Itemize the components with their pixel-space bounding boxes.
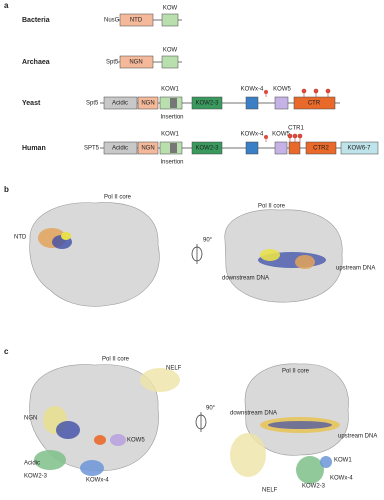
annotation: KOW2-3: [302, 484, 326, 490]
annotation: KOWx-4: [86, 478, 109, 484]
organism: Human: [22, 145, 46, 152]
protein: Spt5: [106, 60, 119, 66]
annotation: Acidic: [24, 461, 40, 467]
panel-label: a: [4, 1, 9, 10]
structure-right: Pol II core downstream DNA upstream DNA: [222, 204, 375, 303]
annotation: Pol II core: [102, 357, 130, 363]
insertion-label: Insertion: [160, 160, 183, 166]
domain: KOW5: [273, 87, 291, 93]
domain: NTD: [130, 18, 143, 24]
domain: KOWx-4: [241, 87, 264, 93]
domain: KOW1: [161, 87, 179, 93]
domain: KOW: [163, 6, 178, 12]
rotation-icon: 90°: [195, 406, 216, 432]
yeast-row: Yeast Spt5 Acidic NGN KOW1 Insertion KOW…: [22, 87, 340, 121]
domain: KOW5: [272, 132, 290, 138]
rotation-label: 90°: [206, 406, 216, 412]
annotation: KOWx-4: [330, 476, 353, 482]
annotation: KOW1: [334, 458, 352, 464]
annotation: upstream DNA: [338, 434, 377, 440]
organism: Yeast: [22, 100, 41, 107]
annotation: downstream DNA: [222, 276, 269, 282]
domain: CTR1: [288, 126, 304, 132]
domain: NGN: [141, 101, 154, 107]
organism: Bacteria: [22, 17, 50, 24]
domain: NGN: [141, 146, 154, 152]
annotation: NELF: [262, 488, 278, 494]
rotation-label: 90°: [203, 238, 213, 244]
annotation: KOW5: [127, 438, 145, 444]
domain: KOW1: [161, 132, 179, 138]
annotation: Pol II core: [104, 195, 132, 201]
annotation: KOW2-3: [24, 474, 48, 480]
protein: Spt5: [86, 101, 99, 107]
protein: NusG: [104, 18, 120, 24]
annotation: NELF: [166, 366, 182, 372]
annotation: NGN: [24, 416, 37, 422]
domain: KOWx-4: [241, 132, 264, 138]
structure-left: Pol II core NELF NGN Acidic KOW2-3 KOWx-…: [24, 357, 182, 484]
domain: KOW: [163, 48, 178, 54]
rotation-icon: 90°: [191, 238, 213, 264]
domain: Acidic: [112, 146, 128, 152]
domain: NGN: [129, 60, 142, 66]
annotation: downstream DNA: [230, 411, 277, 417]
domain: KOW6-7: [347, 146, 371, 152]
structure-right: Pol II core downstream DNA upstream DNA …: [230, 363, 377, 494]
domain: Acidic: [112, 101, 128, 107]
bacteria-row: Bacteria NusG NTD KOW: [22, 6, 182, 27]
annotation: Pol II core: [282, 369, 310, 375]
annotation: upstream DNA: [336, 266, 375, 272]
domain: CTR: [308, 101, 321, 107]
domain: CTR2: [313, 146, 329, 152]
structure-left: Pol II core NTD: [14, 195, 160, 307]
organism: Archaea: [22, 59, 50, 66]
human-row: Human SPT5 Acidic NGN KOW1 Insertion KOW…: [22, 126, 379, 166]
panel-label: c: [4, 347, 9, 356]
insertion-label: Insertion: [160, 115, 183, 121]
domain: KOW2-3: [195, 146, 219, 152]
annotation: Pol II core: [258, 204, 286, 210]
annotation: NTD: [14, 235, 27, 241]
panel-label: b: [4, 185, 9, 194]
archaea-row: Archaea Spt5 NGN KOW: [22, 48, 182, 69]
domain: KOW2-3: [195, 101, 219, 107]
protein: SPT5: [84, 146, 100, 152]
